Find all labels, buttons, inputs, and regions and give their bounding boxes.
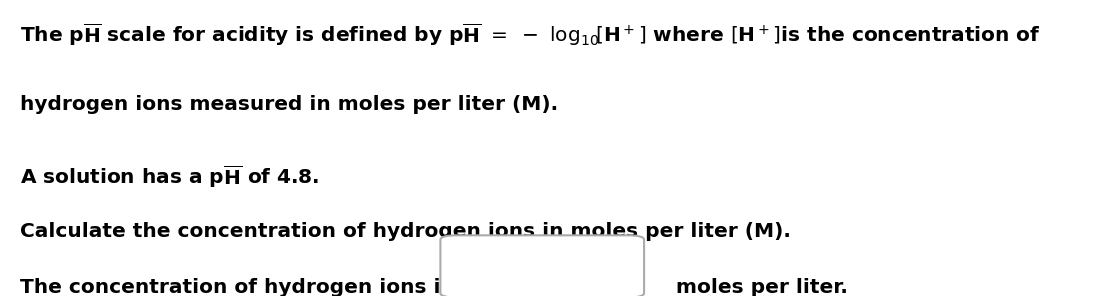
Text: The concentration of hydrogen ions is: The concentration of hydrogen ions is <box>20 278 453 296</box>
Text: hydrogen ions measured in moles per liter (M).: hydrogen ions measured in moles per lite… <box>20 95 558 114</box>
Text: Calculate the concentration of hydrogen ions in moles per liter (M).: Calculate the concentration of hydrogen … <box>20 222 791 241</box>
FancyBboxPatch shape <box>440 235 644 296</box>
Text: moles per liter.: moles per liter. <box>655 278 848 296</box>
Text: The p$\mathbf{\overline{H}}$ scale for acidity is defined by p$\mathbf{\overline: The p$\mathbf{\overline{H}}$ scale for a… <box>20 21 1040 48</box>
Text: A solution has a p$\mathbf{\overline{H}}$ of 4.8.: A solution has a p$\mathbf{\overline{H}}… <box>20 163 319 190</box>
